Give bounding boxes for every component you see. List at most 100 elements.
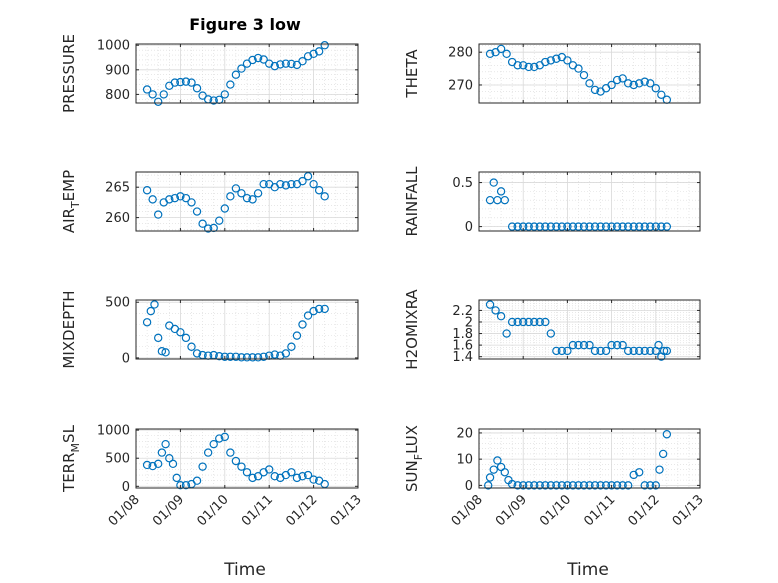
data-point	[220, 204, 229, 213]
data-point	[220, 90, 229, 99]
data-point	[590, 222, 600, 231]
subplot-terrmsl: 0 500 1000 01/08 01/09 01/10 01/11 01/12 01/13 TE…	[60, 424, 365, 530]
data-point	[646, 481, 655, 490]
x-tick-label: 01/08	[106, 492, 143, 529]
data-point	[153, 333, 163, 343]
data-point	[568, 340, 578, 350]
x-axis-label-left: Time	[223, 560, 266, 580]
data-point	[568, 481, 578, 490]
x-tick-label: 01/11	[239, 492, 276, 529]
data-point	[303, 470, 313, 480]
data-point	[181, 77, 191, 86]
data-point	[662, 222, 672, 231]
data-point	[170, 78, 180, 87]
data-point	[491, 306, 500, 315]
data-point	[657, 222, 666, 231]
data-point	[574, 481, 583, 490]
data-point	[612, 75, 622, 85]
data-point	[579, 222, 589, 231]
data-point	[215, 352, 224, 361]
data-point	[226, 352, 235, 361]
data-point	[607, 80, 616, 90]
data-point	[500, 195, 509, 205]
data-point	[535, 317, 544, 327]
x-tick-label: 01/12	[626, 492, 663, 529]
data-point	[496, 44, 506, 54]
y-tick-label: 265	[105, 181, 130, 196]
data-point	[489, 178, 498, 187]
data-point	[153, 210, 163, 219]
y-axis-label: RAINFALL	[403, 166, 421, 237]
data-point	[148, 195, 157, 204]
data-point	[507, 222, 517, 231]
data-point	[596, 346, 605, 356]
axes-box	[135, 299, 359, 360]
x-axis-label-right: Time	[566, 560, 609, 580]
y-tick-label: 270	[448, 78, 473, 93]
data-point	[507, 317, 517, 327]
data-point	[574, 340, 583, 350]
data-point	[563, 56, 572, 65]
data-point	[590, 481, 600, 490]
y-tick-label: 2.2	[452, 304, 473, 319]
data-point	[270, 350, 279, 359]
data-point	[612, 222, 622, 231]
x-tick-label: 01/09	[150, 492, 187, 529]
y-tick-label: 260	[105, 211, 130, 226]
data-point	[146, 306, 155, 316]
data-point	[546, 329, 556, 338]
data-point	[287, 468, 296, 477]
data-point	[524, 222, 533, 231]
data-point	[176, 328, 185, 337]
y-axis-label: TERRMSL	[60, 424, 82, 493]
data-point	[265, 59, 274, 68]
data-point	[203, 448, 213, 457]
data-point	[231, 70, 241, 79]
data-point	[259, 179, 268, 189]
data-point	[192, 84, 202, 93]
y-tick-label: 10	[456, 453, 473, 468]
data-point	[248, 55, 257, 65]
x-tick-label: 01/13	[328, 492, 365, 529]
data-point	[314, 186, 324, 195]
data-point	[579, 70, 589, 80]
data-point	[485, 473, 495, 482]
data-point	[303, 52, 313, 61]
figure-title: Figure 3 low	[189, 15, 301, 34]
data-point	[237, 64, 246, 73]
data-point	[176, 77, 185, 87]
data-point	[253, 472, 263, 481]
axes-box	[478, 171, 701, 232]
data-point	[142, 85, 152, 94]
data-point	[253, 53, 263, 63]
data-point	[502, 329, 511, 338]
data-point	[530, 62, 539, 72]
subplot-rainfall: 0 0.5 RAINFALL	[403, 166, 701, 237]
y-tick-label: 0.5	[452, 176, 473, 191]
data-point	[552, 481, 561, 490]
data-point	[635, 346, 644, 356]
data-point	[270, 472, 279, 481]
data-point	[524, 62, 533, 72]
data-point	[530, 481, 539, 490]
data-point	[618, 222, 627, 231]
data-point	[159, 90, 168, 99]
data-point	[629, 80, 638, 90]
data-point	[519, 481, 528, 490]
y-tick-label: 20	[456, 426, 473, 441]
y-tick-label: 280	[448, 46, 473, 61]
data-point	[298, 176, 307, 186]
data-point	[546, 56, 556, 65]
data-point	[496, 311, 506, 321]
data-point	[563, 346, 572, 356]
data-point	[513, 61, 522, 70]
data-point	[662, 346, 672, 356]
data-point	[248, 353, 257, 362]
data-point	[590, 85, 600, 95]
data-point	[153, 459, 163, 469]
data-point	[618, 340, 627, 350]
data-point	[181, 193, 191, 203]
data-point	[546, 222, 556, 231]
data-point	[172, 473, 181, 483]
